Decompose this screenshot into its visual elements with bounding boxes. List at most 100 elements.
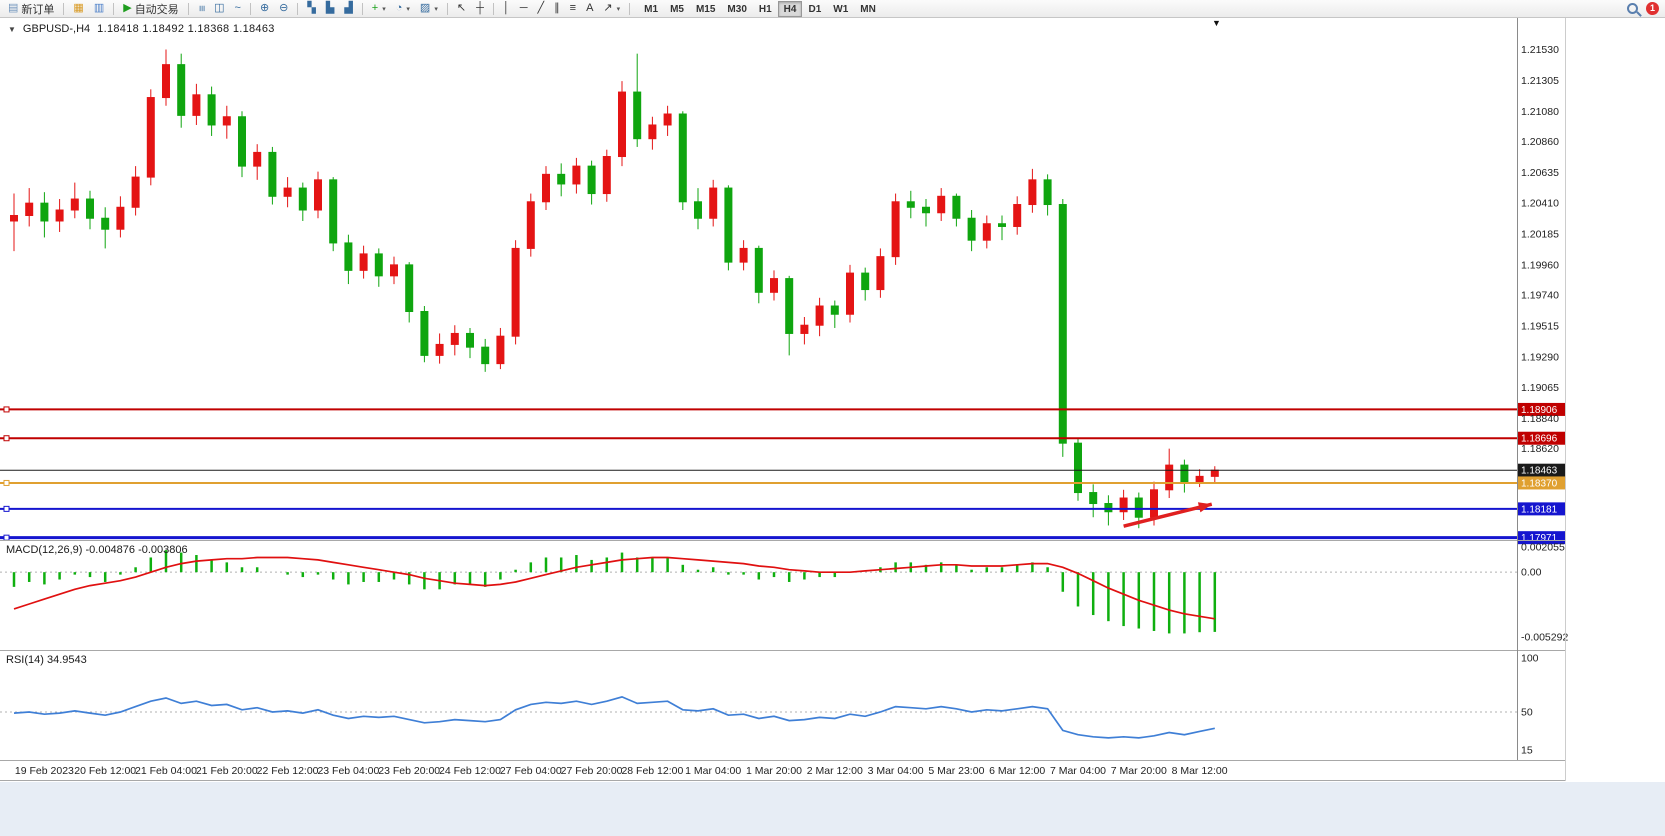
price-tag xyxy=(1518,502,1565,516)
arrow-tool-icon: ↗ xyxy=(603,2,613,14)
hline-handle[interactable] xyxy=(3,435,10,442)
new-order-button-label: 新订单 xyxy=(21,3,55,16)
trendline-icon: ╱ xyxy=(537,2,545,14)
svg-text:1.20410: 1.20410 xyxy=(1521,198,1559,210)
fibonacci-button[interactable]: ≡ xyxy=(565,1,581,17)
svg-text:1.18463: 1.18463 xyxy=(1521,466,1558,477)
hline-handle[interactable] xyxy=(3,479,10,486)
horizontal-line-icon: ─ xyxy=(519,2,528,14)
svg-text:20 Feb 12:00: 20 Feb 12:00 xyxy=(74,765,136,777)
chart-title: ▼ GBPUSD-,H4 1.18418 1.18492 1.18368 1.1… xyxy=(8,23,275,35)
svg-text:23 Feb 04:00: 23 Feb 04:00 xyxy=(317,765,379,777)
tile-windows-button[interactable]: ▚ xyxy=(302,1,320,17)
charts-profile-icon: ▦ xyxy=(73,2,84,14)
dropdown-caret-icon: ▾ xyxy=(406,5,410,13)
candlestick-chart-button[interactable]: ◫ xyxy=(209,1,229,17)
templates-button[interactable]: ▨ ▾ xyxy=(415,1,443,17)
chart-collapse-icon[interactable]: ▼ xyxy=(8,24,16,34)
vertical-line-icon: │ xyxy=(502,2,510,14)
toolbar-separator xyxy=(249,2,251,15)
arrange-windows-button[interactable]: ▟ xyxy=(339,1,357,17)
svg-text:6 Mar 12:00: 6 Mar 12:00 xyxy=(989,765,1045,777)
svg-text:27 Feb 20:00: 27 Feb 20:00 xyxy=(561,765,623,777)
arrow-tool-button[interactable]: ↗ ▾ xyxy=(598,1,625,17)
hline-handle[interactable] xyxy=(3,505,10,512)
svg-text:1 Mar 04:00: 1 Mar 04:00 xyxy=(685,765,741,777)
indicators-icon: + xyxy=(371,2,379,14)
hline-handle[interactable] xyxy=(3,406,10,413)
svg-text:3 Mar 04:00: 3 Mar 04:00 xyxy=(868,765,924,777)
window-bottom-strip xyxy=(0,782,1665,836)
rsi-indicator-label: RSI(14) 34.9543 xyxy=(6,654,87,666)
svg-text:0.002055: 0.002055 xyxy=(1521,542,1565,554)
timeframe-m30-button[interactable]: M30 xyxy=(727,3,747,15)
notification-badge[interactable]: 1 xyxy=(1646,2,1659,15)
data-window-button[interactable]: ▥ xyxy=(89,1,109,17)
cursor-button[interactable]: ↖ xyxy=(452,1,471,17)
svg-text:1.18696: 1.18696 xyxy=(1521,434,1558,445)
search-icon[interactable] xyxy=(1627,3,1638,14)
price-tag xyxy=(1518,431,1565,445)
channel-button[interactable]: ∥ xyxy=(549,1,565,17)
bar-chart-icon: ≡ xyxy=(195,5,208,12)
svg-text:1.21530: 1.21530 xyxy=(1521,44,1559,56)
timeframe-mn-button[interactable]: MN xyxy=(860,3,876,15)
timeframe-m5-button[interactable]: M5 xyxy=(670,3,684,15)
svg-text:1.18840: 1.18840 xyxy=(1521,413,1559,425)
crosshair-icon: ┼ xyxy=(476,2,484,14)
chart-shift-marker-icon[interactable]: ▼ xyxy=(1212,18,1221,28)
toolbar-separator xyxy=(113,2,115,15)
timeframe-w1-button[interactable]: W1 xyxy=(833,3,849,15)
bar-chart-button[interactable]: ≡ xyxy=(193,1,209,17)
dropdown-caret-icon: ▾ xyxy=(382,5,386,13)
dropdown-caret-icon: ▾ xyxy=(616,5,621,13)
toolbar-separator xyxy=(187,2,189,15)
trendline-button[interactable]: ╱ xyxy=(533,1,550,17)
macd-signal-line xyxy=(13,556,1215,620)
svg-text:21 Feb 04:00: 21 Feb 04:00 xyxy=(135,765,197,777)
macd-histogram xyxy=(12,550,1217,634)
svg-text:22 Feb 12:00: 22 Feb 12:00 xyxy=(257,765,319,777)
timeframe-d1-button[interactable]: D1 xyxy=(808,3,822,15)
line-chart-button[interactable]: ~ xyxy=(230,1,246,17)
autotrading-button-label: 自动交易 xyxy=(134,3,179,16)
text-button[interactable]: A xyxy=(581,1,598,17)
svg-text:7 Mar 04:00: 7 Mar 04:00 xyxy=(1050,765,1106,777)
timeframe-h1-button[interactable]: H1 xyxy=(758,3,772,15)
timeframe-m1-button[interactable]: M1 xyxy=(644,3,659,15)
candles xyxy=(10,49,1219,529)
period-button[interactable]: ◔ ▾ xyxy=(391,1,415,17)
channel-icon: ∥ xyxy=(554,2,560,14)
horizontal-line-button[interactable]: ─ xyxy=(515,1,533,17)
autotrading-button[interactable]: ▶ 自动交易 xyxy=(118,1,183,17)
zoom-in-button[interactable]: ⊕ xyxy=(255,1,274,17)
tile-windows-icon: ▚ xyxy=(307,2,316,14)
svg-text:1.20860: 1.20860 xyxy=(1521,136,1559,148)
svg-text:1.20185: 1.20185 xyxy=(1521,229,1559,241)
vertical-line-button[interactable]: │ xyxy=(498,1,515,17)
hline-handle[interactable] xyxy=(3,534,10,541)
svg-text:1.17971: 1.17971 xyxy=(1521,533,1558,544)
svg-text:5 Mar 23:00: 5 Mar 23:00 xyxy=(928,765,984,777)
zoom-out-icon: ⊖ xyxy=(279,2,289,14)
charts-profile-button[interactable]: ▦ xyxy=(68,1,88,17)
zoom-in-icon: ⊕ xyxy=(259,2,270,14)
autotrading-icon: ▶ xyxy=(123,2,132,14)
timeframe-m15-button[interactable]: M15 xyxy=(695,3,716,15)
svg-text:0.00: 0.00 xyxy=(1521,567,1542,579)
cascade-windows-icon: ▙ xyxy=(325,2,335,14)
indicators-button[interactable]: + ▾ xyxy=(367,1,391,17)
new-order-icon: ▤ xyxy=(8,2,19,14)
trend-arrow[interactable] xyxy=(1123,502,1213,528)
cascade-windows-button[interactable]: ▙ xyxy=(321,1,339,17)
new-order-button[interactable]: ▤ 新订单 xyxy=(3,1,59,17)
timeframe-h4-button[interactable]: H4 xyxy=(777,0,803,17)
toolbar-right: 1 xyxy=(1627,2,1659,15)
svg-text:1.21080: 1.21080 xyxy=(1521,106,1559,118)
svg-text:19 Feb 2023: 19 Feb 2023 xyxy=(15,765,74,777)
zoom-out-button[interactable]: ⊖ xyxy=(274,1,293,17)
toolbar: ▤ 新订单 ▦ ▥ ▶ 自动交易 ≡ ◫ ~ ⊕ ⊖ ▚ ▙ ▟ + ▾ ◔ ▾ ▨ ▾ ↖ ┼ │ ─ ╱ ∥ ≡ A ↗ ▾ M1 M5… xyxy=(0,0,1665,18)
crosshair-button[interactable]: ┼ xyxy=(471,1,489,17)
svg-text:1.21305: 1.21305 xyxy=(1521,75,1559,87)
